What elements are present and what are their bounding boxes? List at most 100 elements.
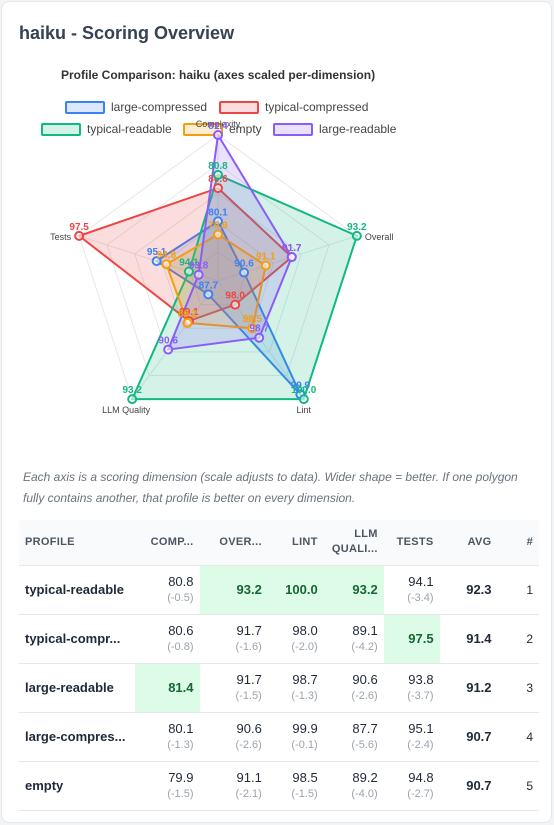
cell-value: 100.0 bbox=[285, 582, 318, 597]
cell-value: 80.8 bbox=[168, 574, 194, 589]
data-label: 94.8 bbox=[157, 250, 177, 261]
header-llm-line1: LLM bbox=[354, 528, 378, 541]
legend-label: typical-readable bbox=[87, 122, 172, 136]
cell-llm: 90.6 (-2.6) bbox=[323, 663, 384, 713]
cell-lint: 99.9 (-0.1) bbox=[267, 712, 324, 762]
data-label: 87.7 bbox=[199, 280, 219, 291]
header-llm-line2: QUALI... bbox=[331, 543, 378, 556]
legend-item-typical-compressed[interactable]: typical-compressed bbox=[219, 100, 368, 114]
table-row[interactable]: large-readable 81.4 91.7 (-1.5) 98.7 (-1.3) 90… bbox=[19, 663, 539, 713]
cell-value: 93.8 bbox=[408, 672, 434, 687]
data-point bbox=[286, 252, 297, 263]
cell-rank: 4 bbox=[497, 712, 539, 762]
cell-value: 97.5 bbox=[408, 631, 434, 646]
table-row[interactable]: typical-readable 80.8 (-0.5) 93.2 100.0 93.2 9… bbox=[19, 565, 539, 615]
cell-value: 98.7 bbox=[292, 672, 318, 687]
data-label: 90.6 bbox=[158, 336, 178, 347]
profile-name: typical-compr... bbox=[19, 614, 136, 664]
header-avg[interactable]: AVG bbox=[439, 520, 498, 566]
page-title: haiku - Scoring Overview bbox=[19, 23, 235, 43]
data-point bbox=[183, 266, 194, 277]
data-point bbox=[74, 230, 85, 241]
cell-value: 98.5 bbox=[292, 770, 318, 785]
series-area-large-readable bbox=[166, 132, 293, 351]
axis-label: Complexity bbox=[196, 119, 241, 129]
chart-caption: Each axis is a scoring dimension (scale … bbox=[23, 470, 518, 505]
cell-delta: (-2.1) bbox=[235, 788, 262, 800]
cell-rank: 1 bbox=[497, 565, 539, 615]
data-point bbox=[182, 317, 193, 328]
cell-delta: (-2.7) bbox=[407, 788, 434, 800]
cell-delta: (-1.3) bbox=[167, 739, 194, 751]
cell-complexity: 80.6 (-0.8) bbox=[135, 614, 200, 664]
cell-value: 89.1 bbox=[352, 623, 378, 638]
legend-item-large-readable[interactable]: large-readable bbox=[273, 122, 396, 136]
data-point bbox=[351, 230, 362, 241]
cell-rank: 5 bbox=[497, 761, 539, 811]
cell-avg: 92.3 bbox=[439, 565, 498, 615]
profile-name: large-readable bbox=[19, 663, 136, 713]
cell-tests: 97.5 bbox=[383, 614, 440, 664]
table-row[interactable]: large-compres... 80.1 (-1.3) 90.6 (-2.6) 99.9… bbox=[19, 712, 539, 762]
legend-item-typical-readable[interactable]: typical-readable bbox=[41, 122, 172, 136]
score-table: PROFILE COMP... OVER... LINT LLM QUALI...… bbox=[19, 520, 539, 811]
grid-ring bbox=[134, 192, 302, 353]
data-point bbox=[260, 260, 271, 271]
legend-item-empty[interactable]: empty bbox=[183, 122, 262, 136]
header-profile[interactable]: PROFILE bbox=[19, 520, 136, 566]
data-point bbox=[247, 323, 258, 334]
cell-delta: (-0.5) bbox=[167, 592, 194, 604]
data-label: 89.2 bbox=[178, 309, 198, 320]
data-point bbox=[213, 229, 223, 240]
series-area-typical-compressed bbox=[77, 186, 294, 323]
table-row[interactable]: empty 79.9 (-1.5) 91.1 (-2.1) 98.5 (-1.5) 89.2 (… bbox=[19, 761, 539, 811]
data-point bbox=[254, 332, 265, 343]
legend-swatch bbox=[41, 122, 81, 136]
data-label: 98.0 bbox=[225, 291, 245, 302]
cell-lint: 98.0 (-2.0) bbox=[267, 614, 324, 664]
header-complexity[interactable]: COMP... bbox=[135, 520, 200, 566]
data-point bbox=[213, 169, 223, 180]
cell-tests: 95.1 (-2.4) bbox=[383, 712, 440, 762]
cell-rank: 2 bbox=[497, 614, 539, 664]
cell-value: 81.4 bbox=[168, 680, 194, 695]
cell-complexity: 81.4 bbox=[135, 663, 200, 713]
header-rank[interactable]: # bbox=[497, 520, 539, 566]
cell-avg: 91.2 bbox=[439, 663, 498, 713]
data-label: 90.6 bbox=[234, 259, 254, 270]
cell-delta: (-0.8) bbox=[167, 641, 194, 653]
cell-complexity: 80.1 (-1.3) bbox=[135, 712, 200, 762]
cell-llm: 93.2 bbox=[323, 565, 384, 615]
header-llm-quality[interactable]: LLM QUALI... bbox=[323, 520, 384, 566]
cell-delta: (-2.6) bbox=[235, 739, 262, 751]
cell-delta: (-1.3) bbox=[291, 690, 318, 702]
header-overall[interactable]: OVER... bbox=[199, 520, 268, 566]
cell-delta: (-1.5) bbox=[235, 690, 262, 702]
cell-lint: 98.5 (-1.5) bbox=[267, 761, 324, 811]
legend-item-large-compressed[interactable]: large-compressed bbox=[65, 100, 207, 114]
data-point bbox=[213, 183, 223, 194]
header-tests[interactable]: TESTS bbox=[383, 520, 440, 566]
data-label: 80.8 bbox=[208, 161, 228, 172]
data-point bbox=[193, 269, 204, 280]
cell-value: 95.1 bbox=[408, 721, 434, 736]
table-row[interactable]: typical-compr... 80.6 (-0.8) 91.7 (-1.6) 98.0… bbox=[19, 614, 539, 664]
data-label: 98.5 bbox=[243, 314, 263, 325]
cell-avg: 91.4 bbox=[439, 614, 498, 664]
cell-value: 91.7 bbox=[236, 623, 262, 638]
cell-tests: 93.8 (-3.7) bbox=[383, 663, 440, 713]
axis-label: Overall bbox=[365, 232, 394, 242]
cell-llm: 89.1 (-4.2) bbox=[323, 614, 384, 664]
data-label: 79.9 bbox=[208, 221, 228, 232]
cell-overall: 91.7 (-1.5) bbox=[199, 663, 268, 713]
data-point bbox=[213, 216, 223, 227]
header-lint[interactable]: LINT bbox=[267, 520, 324, 566]
cell-llm: 89.2 (-4.0) bbox=[323, 761, 384, 811]
cell-value: 94.8 bbox=[408, 770, 434, 785]
profile-name: empty bbox=[19, 761, 136, 811]
cell-value: 91.1 bbox=[236, 770, 262, 785]
data-label: 91.1 bbox=[256, 251, 276, 262]
legend-label: empty bbox=[229, 122, 262, 136]
profile-name: typical-readable bbox=[19, 565, 136, 615]
cell-value: 87.7 bbox=[352, 721, 378, 736]
